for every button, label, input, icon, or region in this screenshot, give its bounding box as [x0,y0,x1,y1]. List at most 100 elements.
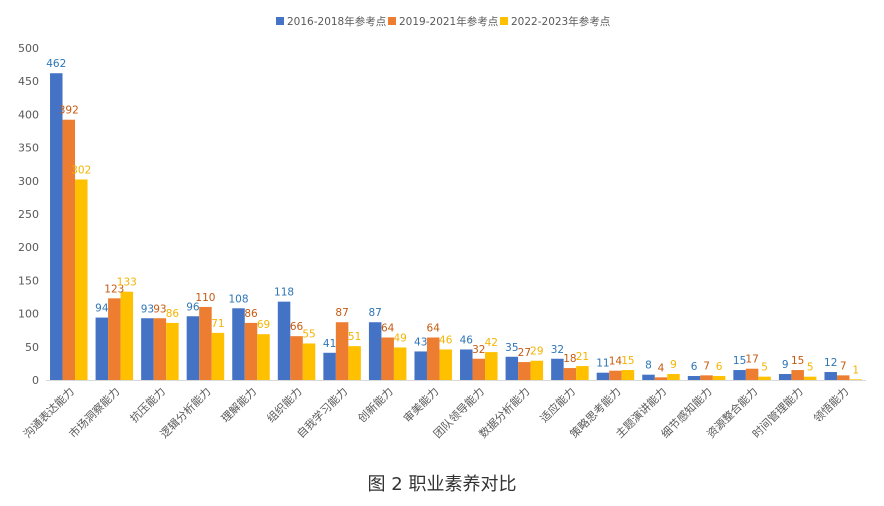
bar [211,332,225,380]
data-label: 5 [807,362,814,374]
data-label: 87 [368,307,381,319]
data-label: 1 [852,364,859,376]
x-tick-label: 适应能力 [537,384,578,425]
data-label: 41 [323,338,336,350]
bar [791,370,804,380]
data-label: 71 [211,318,224,330]
bar [687,376,701,380]
data-label: 302 [71,164,91,176]
data-label: 93 [141,303,154,315]
data-label: 55 [302,328,315,340]
bar [50,73,63,380]
bar [654,377,668,380]
data-label: 27 [518,347,531,359]
bar [518,362,531,380]
data-label: 15 [733,355,746,367]
bar [596,372,610,380]
bar [166,322,179,380]
bar [426,337,440,380]
data-label: 29 [530,346,543,358]
data-label: 8 [645,360,652,372]
bar [141,318,154,380]
data-label: 15 [791,355,804,367]
bar [733,370,746,380]
data-label: 42 [485,337,498,349]
data-label: 110 [195,292,215,304]
bar [381,337,394,380]
y-tick-label: 450 [18,75,39,88]
bar [302,343,316,380]
data-label: 96 [186,301,200,313]
bar [153,318,167,380]
data-label: 15 [621,355,634,367]
figure-caption: 图 2 职业素养对比 [367,474,517,495]
bar [108,298,121,380]
bar [414,351,427,380]
bar [368,322,382,380]
bar [62,119,76,381]
data-label: 118 [274,287,294,299]
data-label: 93 [153,303,166,315]
bar [700,375,713,380]
data-label: 49 [393,332,406,344]
bar [563,368,577,380]
data-label: 4 [658,362,665,374]
x-tick-label: 领悟能力 [810,384,851,425]
y-tick-label: 50 [25,341,39,354]
bars [50,73,862,381]
data-label: 11 [596,358,609,370]
legend-label: 2022-2023年参考点 [511,15,610,28]
data-label: 46 [460,334,474,346]
bar [745,368,759,380]
data-label: 17 [745,354,758,366]
x-tick-label: 审美能力 [400,384,441,425]
bar [277,301,291,380]
bar [290,336,303,380]
legend-label: 2019-2021年参考点 [399,15,498,28]
data-label: 21 [576,351,589,363]
y-tick-label: 200 [18,241,39,254]
legend: 2016-2018年参考点 2019-2021年参考点 2022-2023年参考点 [276,15,610,28]
data-label: 123 [104,283,124,295]
y-tick-label: 350 [18,142,39,155]
y-tick-label: 150 [18,274,39,287]
bar [257,334,270,380]
bar [551,358,564,380]
bar [439,349,452,380]
bar [667,374,680,380]
bar [323,352,336,380]
bar [642,374,655,380]
data-label: 64 [427,323,441,335]
bar [348,346,361,380]
data-label: 94 [95,303,109,315]
data-label: 51 [348,331,361,343]
data-label: 12 [824,357,837,369]
data-label: 6 [691,361,698,373]
data-label: 66 [290,321,304,333]
y-tick-label: 250 [18,208,39,221]
x-tick-label: 组织能力 [264,384,305,425]
y-axis: 0 50 100 150 200 250 300 350 400 450 500 [18,42,39,387]
bar [393,347,407,380]
bar [803,376,817,380]
data-label: 86 [244,308,258,320]
bar [530,360,544,380]
bar [75,179,88,380]
data-label: 462 [46,58,66,70]
data-label: 6 [716,361,723,373]
bar [244,322,258,380]
data-label: 64 [381,323,395,335]
data-label: 32 [551,344,564,356]
bar [485,352,498,380]
bar [460,349,473,380]
y-tick-label: 300 [18,175,39,188]
data-label: 9 [782,359,789,371]
data-label: 7 [703,360,710,372]
y-tick-label: 400 [18,108,39,121]
legend-swatch [388,17,396,25]
data-label: 35 [505,342,518,354]
data-label: 69 [257,319,270,331]
y-tick-label: 500 [18,42,39,55]
